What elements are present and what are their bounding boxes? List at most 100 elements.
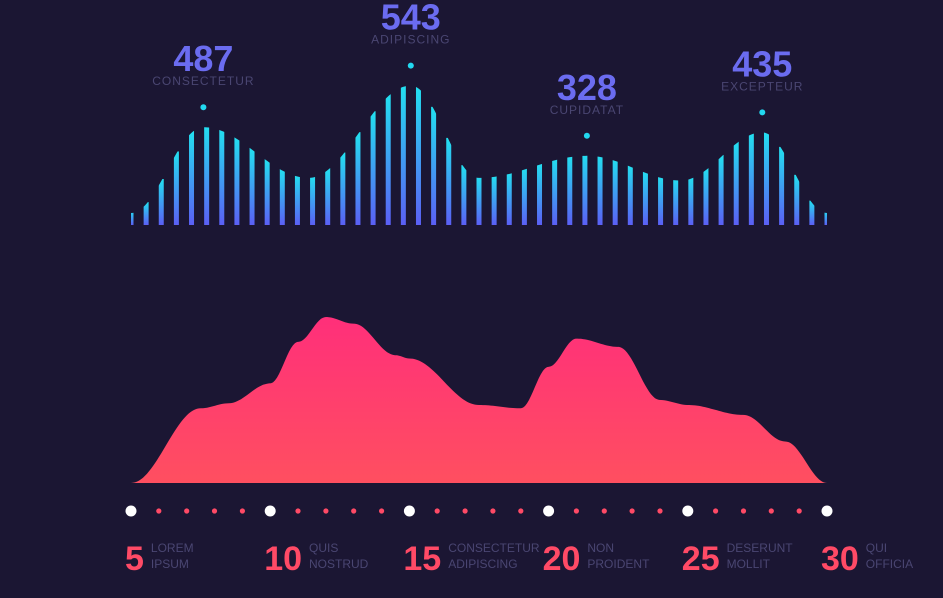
wave-bar <box>824 211 827 225</box>
tick-number: 10 <box>264 540 302 578</box>
wave-bar <box>415 86 421 226</box>
wave-bar <box>355 132 361 225</box>
major-dot <box>821 505 833 517</box>
major-dot <box>403 505 415 517</box>
tick-label-line2: ADIPISCING <box>448 557 517 571</box>
wave-bar <box>173 151 179 225</box>
wave-bar <box>264 158 270 225</box>
peak-label: EXCEPTEUR <box>721 79 803 93</box>
tick-number: 5 <box>125 540 144 578</box>
tick-label-line2: MOLLIT <box>727 557 771 571</box>
minor-dot <box>573 508 580 514</box>
minor-dot <box>379 508 385 514</box>
wave-bar <box>446 137 452 225</box>
wave-bar <box>385 94 391 225</box>
wave-bar <box>431 106 437 225</box>
peak-label: CONSECTETUR <box>152 74 254 88</box>
wave-bar <box>461 165 467 225</box>
wave-bar <box>552 158 558 225</box>
minor-dot <box>239 508 245 514</box>
wave-bar <box>279 168 285 225</box>
wave-bar <box>673 178 679 225</box>
tick-label-line2: PROIDENT <box>587 557 650 571</box>
wave-bar <box>521 167 527 225</box>
wave-bar <box>204 125 210 225</box>
wave-bar <box>658 175 664 225</box>
wave-bar <box>612 158 618 225</box>
wave-bar <box>567 155 573 225</box>
wave-bar <box>310 175 316 225</box>
timeline-dots <box>125 505 833 517</box>
wave-bar <box>234 136 240 225</box>
peak-value: 543 <box>381 0 441 38</box>
wave-bar <box>219 128 225 225</box>
minor-dot <box>629 508 635 514</box>
wave-bar <box>189 130 195 225</box>
wave-bar <box>688 176 694 225</box>
wave-bar <box>158 179 164 225</box>
tick-label-line2: NOSTRUD <box>309 557 369 571</box>
wave-bar <box>370 111 376 225</box>
minor-dot <box>740 508 747 514</box>
minor-dot <box>490 508 496 514</box>
wave-bar <box>748 132 754 225</box>
wave-bar <box>779 146 785 225</box>
tick-label-line1: CONSECTETUR <box>448 541 540 555</box>
timeline-labels: 5 LOREM IPSUM 10 QUIS NOSTRUD 15 CONSECTETUR ADI… <box>125 540 913 578</box>
wave-bar <box>143 202 149 225</box>
minor-dot <box>295 508 301 514</box>
major-dot <box>543 505 555 517</box>
tick-label-line1: QUIS <box>309 541 338 555</box>
wave-bar <box>763 131 769 225</box>
minor-dot <box>323 508 329 514</box>
minor-dot <box>713 508 719 514</box>
wave-bar <box>733 141 739 225</box>
tick-label-line1: LOREM <box>151 541 194 555</box>
wave-bar <box>131 211 134 225</box>
major-dot <box>125 505 137 517</box>
wave-bar <box>582 153 588 225</box>
minor-dot <box>156 508 162 514</box>
wave-bar <box>597 154 603 225</box>
wave-bar <box>718 154 724 225</box>
wave-bar <box>642 170 648 225</box>
peak-label: CUPIDATAT <box>550 103 624 117</box>
wave-bar <box>249 147 255 225</box>
wave-bar <box>627 164 633 225</box>
wave-bar <box>491 174 497 225</box>
minor-dot <box>768 508 774 514</box>
wave-bar-chart <box>131 85 827 226</box>
wave-bar <box>506 171 512 225</box>
minor-dot <box>434 508 440 514</box>
minor-dot <box>351 508 357 514</box>
tick-label-line2: IPSUM <box>151 557 189 571</box>
peak-label: ADIPISCING <box>371 33 450 47</box>
peak-dot <box>407 62 414 69</box>
wave-bar <box>400 85 406 225</box>
wave-bar <box>340 152 346 225</box>
major-dot <box>682 505 694 517</box>
minor-dot <box>184 508 190 514</box>
wave-bar <box>537 162 543 225</box>
tick-label-line2: OFFICIA <box>866 557 913 571</box>
minor-dot <box>796 508 802 514</box>
peak-dot <box>200 104 207 111</box>
tick-label-line1: DESERUNT <box>727 541 794 555</box>
minor-dot <box>211 508 218 514</box>
area-shape <box>131 317 827 483</box>
wave-bar <box>794 174 800 225</box>
peak-value: 328 <box>557 67 617 108</box>
minor-dot <box>462 508 468 514</box>
tick-number: 20 <box>543 540 581 578</box>
wave-bar <box>325 168 331 225</box>
major-dot <box>264 505 276 517</box>
peak-value: 487 <box>173 38 233 79</box>
minor-dot <box>657 508 663 514</box>
tick-label-line1: QUI <box>866 541 887 555</box>
peak-value: 435 <box>732 43 792 84</box>
tick-number: 30 <box>821 540 859 578</box>
tick-number: 15 <box>403 540 441 578</box>
